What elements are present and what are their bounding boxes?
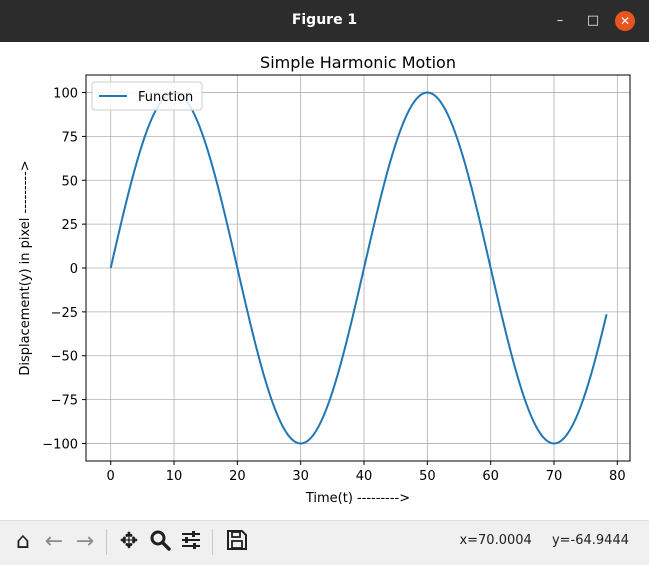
figure-canvas[interactable]: 0 10 20 30 40 50 60 70 80 100 75 50 25 0 −25 −50 −75 −10…	[0, 42, 649, 520]
x-tick-label: 0	[107, 469, 115, 484]
x-tick-label: 50	[419, 469, 436, 484]
legend: Function	[91, 81, 203, 111]
y-tick-label: 0	[70, 262, 78, 277]
x-ticks: 0 10 20 30 40 50 60 70 80	[107, 461, 626, 484]
minimize-button[interactable]: –	[556, 13, 564, 28]
grid	[86, 75, 630, 461]
x-tick-label: 10	[166, 469, 183, 484]
forward-arrow-icon[interactable]: →	[75, 529, 95, 554]
cursor-coordinates: x=70.0004 y=-64.9444	[443, 533, 629, 548]
y-tick-label: −25	[51, 306, 78, 321]
y-tick-label: −100	[42, 437, 78, 452]
y-axis-label: Displacement(y) in pixel --------->	[18, 160, 33, 375]
chart-svg[interactable]: 0 10 20 30 40 50 60 70 80 100 75 50 25 0 −25 −50 −75 −10…	[0, 42, 649, 520]
series-line-function	[109, 91, 608, 445]
toolbar-separator	[106, 529, 107, 555]
zoom-icon[interactable]	[147, 529, 173, 555]
x-tick-label: 80	[609, 469, 626, 484]
maximize-button[interactable]: □	[586, 13, 600, 28]
legend-label-function: Function	[138, 90, 193, 105]
x-coordinate-readout: x=70.0004	[459, 533, 532, 548]
window-title: Figure 1	[291, 12, 358, 28]
close-button[interactable]: ✕	[615, 11, 635, 31]
title-bar: Figure 1 – □ ✕	[0, 0, 649, 42]
chart-title: Simple Harmonic Motion	[260, 53, 456, 72]
x-tick-label: 30	[292, 469, 309, 484]
y-tick-label: −50	[51, 350, 78, 365]
toolbar-separator	[212, 529, 213, 555]
pan-icon[interactable]: ✥	[119, 529, 139, 554]
y-tick-label: 50	[61, 174, 78, 189]
home-icon[interactable]: ⌂	[16, 529, 30, 554]
x-tick-label: 40	[356, 469, 373, 484]
navigation-toolbar: ⌂ ← → ✥ x=70.0004 y=-64.9444	[0, 520, 649, 565]
x-axis-label: Time(t) --------->	[305, 491, 410, 506]
back-arrow-icon[interactable]: ←	[44, 529, 64, 554]
y-coordinate-readout: y=-64.9444	[551, 533, 629, 548]
legend-box	[91, 81, 203, 111]
y-ticks: 100 75 50 25 0 −25 −50 −75 −100	[42, 87, 86, 452]
y-tick-label: 75	[61, 130, 78, 145]
save-icon[interactable]	[224, 529, 250, 555]
series-layer	[109, 91, 608, 445]
y-tick-label: 100	[53, 87, 78, 102]
y-tick-label: 25	[61, 218, 78, 233]
x-tick-label: 60	[482, 469, 499, 484]
y-tick-label: −75	[51, 394, 78, 409]
configure-subplots-icon[interactable]	[178, 529, 204, 555]
x-tick-label: 70	[546, 469, 563, 484]
x-tick-label: 20	[229, 469, 246, 484]
